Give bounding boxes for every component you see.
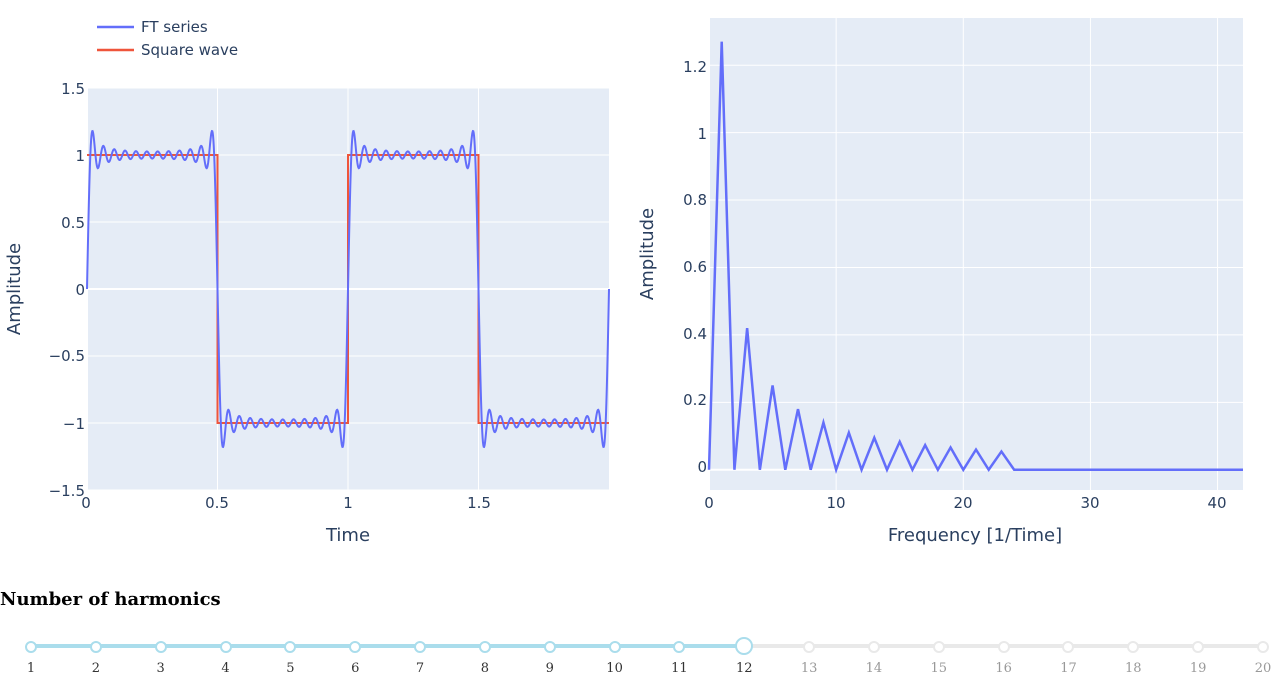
slider-dot[interactable]	[89, 641, 102, 653]
time-plot-x-ticks: 0 0.5 1 1.5	[81, 494, 491, 512]
slider-dot[interactable]	[154, 641, 167, 653]
slider-mark-label[interactable]: 19	[1189, 661, 1207, 676]
slider-handle[interactable]	[735, 637, 754, 655]
slider-mark-label[interactable]: 11	[671, 661, 688, 676]
x-tick-label: 1	[343, 494, 353, 512]
y-tick-label: 1	[75, 147, 85, 165]
slider-dot[interactable]	[25, 641, 37, 653]
slider-mark-label[interactable]: 5	[286, 661, 295, 676]
x-tick-label: 1.5	[467, 494, 491, 512]
y-tick-label: 0.5	[61, 214, 85, 232]
slider-mark-label[interactable]: 4	[221, 661, 230, 676]
y-tick-label: 1.2	[683, 58, 707, 76]
y-tick-label: −1.5	[49, 482, 85, 500]
legend-item-ft-series[interactable]: FT series	[97, 18, 208, 36]
slider-dot[interactable]	[932, 641, 945, 653]
slider-dot[interactable]	[673, 641, 686, 653]
frequency-domain-plot[interactable]: 1.2 1 0.8 0.6 0.4 0.2 0 0 10 20 30 40 Fr…	[637, 18, 1243, 546]
slider-dot[interactable]	[349, 641, 362, 653]
slider-dot[interactable]	[414, 641, 427, 653]
charts-figure: FT series Square wave 1.5 1 0.5 0 −0.5 −…	[4, 18, 1243, 546]
slider-dot[interactable]	[867, 641, 880, 653]
x-tick-label: 40	[1207, 494, 1226, 512]
slider-mark-label[interactable]: 14	[865, 661, 883, 676]
slider-mark-label[interactable]: 18	[1125, 661, 1142, 676]
y-tick-label: 0.2	[683, 391, 707, 409]
slider-mark-label[interactable]: 20	[1254, 661, 1272, 676]
legend-item-square-wave[interactable]: Square wave	[97, 41, 238, 59]
legend-label-square-wave: Square wave	[141, 41, 238, 59]
frequency-plot-y-ticks: 1.2 1 0.8 0.6 0.4 0.2 0	[683, 58, 707, 476]
slider-dot[interactable]	[1062, 641, 1075, 653]
frequency-plot-x-ticks: 0 10 20 30 40	[704, 494, 1226, 512]
frequency-plot-x-axis-title: Frequency [1/Time]	[888, 525, 1062, 546]
slider-mark-label[interactable]: 2	[91, 661, 100, 676]
x-tick-label: 20	[953, 494, 972, 512]
time-plot-y-axis-title: Amplitude	[4, 243, 25, 335]
slider-dot[interactable]	[997, 641, 1010, 653]
x-tick-label: 30	[1080, 494, 1099, 512]
slider-dot[interactable]	[478, 641, 491, 653]
x-tick-label: 0.5	[205, 494, 229, 512]
legend[interactable]: FT series Square wave	[97, 18, 238, 59]
slider-dot[interactable]	[219, 641, 232, 653]
y-tick-label: 0.8	[683, 191, 707, 209]
y-tick-label: 1	[697, 125, 707, 143]
slider-mark-label[interactable]: 12	[735, 661, 753, 676]
slider-mark-label[interactable]: 13	[800, 661, 818, 676]
slider-mark-label[interactable]: 3	[156, 661, 165, 676]
y-tick-label: 0	[75, 281, 85, 299]
slider-title: Number of harmonics	[0, 589, 221, 610]
frequency-plot-y-axis-title: Amplitude	[637, 208, 658, 300]
y-tick-label: −1	[63, 415, 85, 433]
slider-dot[interactable]	[284, 641, 297, 653]
series-line-ft-series	[86, 129, 610, 449]
slider-mark-label[interactable]: 15	[930, 661, 948, 676]
time-domain-plot[interactable]: 1.5 1 0.5 0 −0.5 −1 −1.5 0 0.5 1 1.5 Tim…	[4, 80, 610, 546]
slider-mark-label[interactable]: 17	[1060, 661, 1077, 676]
x-tick-label: 0	[81, 494, 91, 512]
y-tick-label: 0	[697, 458, 707, 476]
slider-mark-label[interactable]: 16	[995, 661, 1012, 676]
slider-mark-label[interactable]: 10	[606, 661, 623, 676]
slider-mark-label[interactable]: 9	[545, 661, 554, 676]
x-tick-label: 10	[826, 494, 845, 512]
series-line-spectrum	[707, 41, 1243, 475]
time-plot-x-axis-title: Time	[325, 525, 370, 546]
slider-mark-label[interactable]: 8	[480, 661, 490, 676]
harmonics-slider[interactable]: 1 2 3 4 5 6 7 8 9 10 11 12 13 14 15 16 17 18 19 20	[0, 625, 1278, 683]
slider-mark-label[interactable]: 6	[351, 661, 360, 676]
y-tick-label: 0.4	[683, 325, 707, 343]
time-plot-y-ticks: 1.5 1 0.5 0 −0.5 −1 −1.5	[49, 80, 85, 500]
x-tick-label: 0	[704, 494, 714, 512]
y-tick-label: 0.6	[683, 258, 707, 276]
y-tick-label: 1.5	[61, 80, 85, 98]
slider-mark-label[interactable]: 7	[415, 661, 425, 676]
slider-dot[interactable]	[1192, 641, 1205, 653]
slider-dot[interactable]	[543, 641, 556, 653]
slider-track-filled[interactable]	[31, 644, 745, 648]
slider-mark-label[interactable]: 1	[26, 661, 36, 676]
legend-label-ft-series: FT series	[141, 18, 208, 36]
y-tick-label: −0.5	[49, 347, 85, 365]
slider-dot[interactable]	[803, 641, 816, 653]
slider-dot[interactable]	[608, 641, 621, 653]
frequency-plot-area	[709, 18, 1243, 490]
slider-dot[interactable]	[1257, 641, 1269, 653]
slider-dot[interactable]	[1127, 641, 1140, 653]
